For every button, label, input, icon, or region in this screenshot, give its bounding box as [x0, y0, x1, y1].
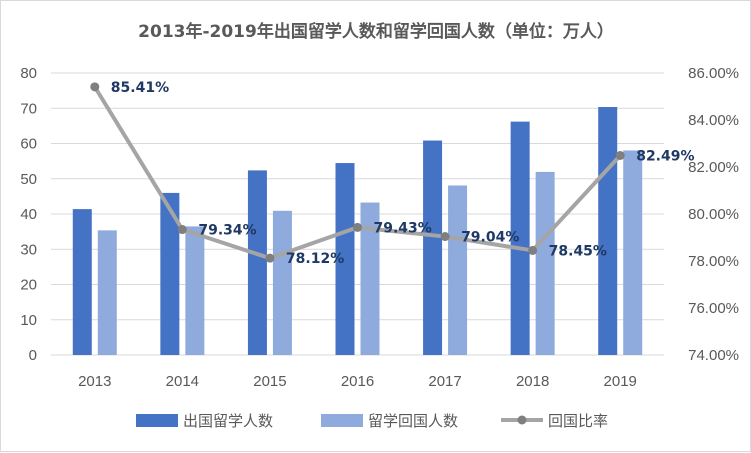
data-labels: 85.41% 79.34% 78.12% 79.43% 79.04% 78.45% 82.4… [111, 80, 695, 267]
legend-swatch [321, 414, 363, 427]
legend: 出国留学人数 留学回国人数 回国比率 [136, 412, 608, 430]
y-left-tick-label: 50 [20, 171, 37, 188]
bar [272, 210, 292, 355]
y-right-tick-label: 74.00% [688, 347, 739, 364]
bar [185, 226, 205, 355]
bar [598, 107, 618, 355]
y-left-tick-label: 20 [20, 277, 37, 294]
y-right-tick-label: 86.00% [688, 65, 739, 82]
y-left-tick-label: 40 [20, 206, 37, 223]
y-right-tick-label: 82.00% [688, 159, 739, 176]
data-label: 78.45% [549, 243, 607, 259]
ratio-line [90, 82, 625, 263]
bar [510, 121, 530, 356]
x-tick-label: 2016 [341, 373, 374, 390]
x-tick-label: 2018 [516, 373, 549, 390]
chart-title: 2013年-2019年出国留学人数和留学回国人数（单位：万人） [138, 21, 614, 42]
bar [97, 230, 117, 355]
y-left-tick-label: 0 [29, 347, 37, 364]
ratio-point [440, 232, 450, 242]
ratio-point [528, 245, 538, 255]
legend-label: 回国比率 [548, 412, 608, 430]
bar [535, 171, 555, 355]
ratio-point [353, 222, 362, 232]
y-right-tick-label: 84.00% [688, 112, 739, 129]
y-right-tick-label: 80.00% [688, 206, 739, 223]
y-axis-left: 0 10 20 30 40 50 60 70 80 [20, 65, 37, 364]
bars [72, 107, 643, 356]
data-label: 78.12% [286, 251, 344, 267]
bar [335, 163, 355, 355]
x-tick-label: 2015 [253, 373, 286, 390]
bar [623, 150, 643, 355]
y-left-tick-label: 60 [20, 136, 37, 153]
data-label: 82.49% [636, 148, 694, 164]
y-left-tick-label: 70 [20, 100, 37, 117]
gridlines [51, 72, 664, 356]
data-label: 79.34% [198, 223, 256, 239]
x-tick-label: 2014 [166, 373, 199, 390]
y-left-tick-label: 30 [20, 241, 37, 258]
data-label: 85.41% [111, 80, 169, 96]
x-tick-label: 2017 [428, 373, 461, 390]
ratio-point [90, 82, 100, 92]
data-label: 79.04% [461, 230, 519, 246]
y-right-tick-label: 78.00% [688, 253, 739, 270]
ratio-point [265, 253, 275, 263]
ratio-point [177, 225, 187, 235]
legend-swatch [136, 414, 178, 427]
bar [72, 209, 92, 355]
legend-label: 留学回国人数 [368, 412, 458, 430]
bar [247, 170, 267, 355]
y-left-tick-label: 10 [20, 312, 37, 329]
ratio-point [615, 150, 625, 160]
y-axis-right: 74.00% 76.00% 78.00% 80.00% 82.00% 84.00% 86.0… [688, 65, 739, 364]
bar [448, 185, 468, 355]
legend-marker [517, 415, 527, 425]
bar [360, 202, 380, 355]
legend-label: 出国留学人数 [183, 412, 273, 430]
y-left-tick-label: 80 [20, 65, 37, 82]
x-tick-label: 2019 [604, 373, 637, 390]
bar [160, 192, 180, 355]
y-right-tick-label: 76.00% [688, 300, 739, 317]
data-label: 79.43% [374, 220, 432, 236]
x-tick-label: 2013 [78, 373, 111, 390]
bar [423, 140, 443, 355]
x-axis: 2013 2014 2015 2016 2017 2018 2019 [78, 373, 637, 390]
